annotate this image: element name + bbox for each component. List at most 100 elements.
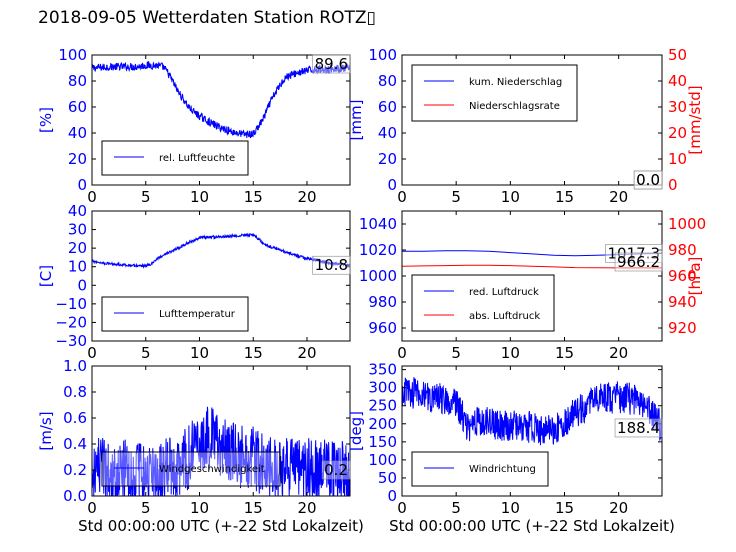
y-tick-label: 40 <box>378 124 397 142</box>
y-axis-label-right: [mm/std] <box>686 85 704 154</box>
current-value-label: 10.8 <box>315 256 348 274</box>
x-tick-label: 5 <box>141 344 151 362</box>
legend-label: Windrichtung <box>469 464 536 475</box>
x-tick-label: 15 <box>244 499 263 517</box>
series-line-humidity-0 <box>91 60 351 139</box>
x-tick-label: 20 <box>609 499 628 517</box>
y-tick-label: 0.2 <box>63 461 87 479</box>
current-value-box <box>614 418 663 438</box>
x-tick-label: 15 <box>555 499 574 517</box>
x-tick-label: 5 <box>141 499 151 517</box>
y-tick-label-right: 960 <box>668 267 697 285</box>
y-tick-label: 150 <box>368 433 397 451</box>
legend-box <box>101 451 281 487</box>
current-value-label: 89.6 <box>315 55 348 73</box>
legend-label: abs. Luftdruck <box>469 311 540 322</box>
current-value-box <box>312 54 351 74</box>
x-axis-label: Std 00:00:00 UTC (+-22 Std Lokalzeit) <box>389 517 675 535</box>
series-line-wind_speed-0 <box>91 406 351 497</box>
x-tick-label: 15 <box>555 188 574 206</box>
y-tick-label: 300 <box>368 379 397 397</box>
legend-label: red. Luftdruck <box>469 287 539 298</box>
x-tick-label: 15 <box>555 344 574 362</box>
y-tick-label: 0.8 <box>63 383 87 401</box>
y-tick-label: 350 <box>368 361 397 379</box>
current-value-label: 0.0 <box>636 171 660 189</box>
current-value-box <box>614 252 663 272</box>
y-tick-label-right: 20 <box>668 124 687 142</box>
y-tick-label: 50 <box>378 469 397 487</box>
x-tick-label: 0 <box>397 188 407 206</box>
y-axis-label: [mm] <box>347 100 365 141</box>
y-tick-label: 100 <box>368 451 397 469</box>
figure-title: 2018-09-05 Wetterdaten Station ROTZ▯ <box>38 8 376 28</box>
series-line-pressure-1 <box>401 264 662 269</box>
axes-frame <box>91 365 351 497</box>
y-axis-label: [%] <box>37 107 55 133</box>
x-tick-label: 15 <box>244 344 263 362</box>
panel-humidity: 0 5 10 15 20 0 20 40 60 80 100 [%] rel. Luftfeuchte 8… <box>37 46 351 206</box>
x-tick-label: 15 <box>244 188 263 206</box>
x-tick-label: 5 <box>141 188 151 206</box>
current-value-label: 0.0 <box>636 171 660 189</box>
y-tick-label-right: 920 <box>668 319 697 337</box>
x-tick-label: 10 <box>501 188 520 206</box>
legend-box <box>101 296 249 332</box>
legend-box <box>101 140 249 176</box>
x-tick-label: 0 <box>87 188 97 206</box>
panel-precipitation: 0 5 10 15 20 0 20 40 60 80 100 0 10 20 30 40 50 [mm] [mm/s… <box>347 46 704 206</box>
y-tick-label-right: 30 <box>668 98 687 116</box>
y-tick-label: 80 <box>378 72 397 90</box>
legend-label: Niederschlagsrate <box>469 101 560 112</box>
y-tick-label: 200 <box>368 415 397 433</box>
axes-frame <box>91 54 351 186</box>
current-value-label: 966.2 <box>617 253 660 271</box>
x-tick-label: 0 <box>87 344 97 362</box>
x-tick-label: 10 <box>190 188 209 206</box>
y-tick-label: 60 <box>68 98 87 116</box>
current-value-box <box>633 170 663 190</box>
y-tick-label: 0 <box>77 176 87 194</box>
y-axis-label: [C] <box>37 265 55 287</box>
y-tick-label: 0 <box>387 487 397 505</box>
x-tick-label: 10 <box>190 344 209 362</box>
x-axis-label: Std 00:00:00 UTC (+-22 Std Lokalzeit) <box>78 517 364 535</box>
series-line-wind_direction-0 <box>401 377 663 446</box>
y-tick-label-right: 10 <box>668 150 687 168</box>
legend-label: rel. Luftfeuchte <box>159 153 235 164</box>
y-tick-label: 0.0 <box>63 487 87 505</box>
x-tick-label: 5 <box>451 188 461 206</box>
panel-temperature: 0 5 10 15 20−30−20−10010203040[C]Lufttempera… <box>37 202 351 362</box>
y-tick-label: 960 <box>368 319 397 337</box>
y-axis-label-right: [hPa] <box>686 257 704 296</box>
y-tick-label: 20 <box>378 150 397 168</box>
y-tick-label: 20 <box>68 239 87 257</box>
y-tick-label: 0.6 <box>63 409 87 427</box>
x-tick-label: 20 <box>297 344 316 362</box>
current-value-box <box>321 460 351 480</box>
legend-box <box>411 451 549 487</box>
y-tick-label: 1000 <box>359 267 397 285</box>
y-tick-label-right: 940 <box>668 293 697 311</box>
y-tick-label: 100 <box>368 46 397 64</box>
y-tick-label-right: 980 <box>668 241 697 259</box>
y-tick-label: 0 <box>77 276 87 294</box>
y-tick-label: 1040 <box>359 215 397 233</box>
y-tick-label: 0.4 <box>63 435 87 453</box>
legend-box <box>411 64 578 122</box>
y-axis-label: [deg] <box>347 411 365 451</box>
x-tick-label: 20 <box>297 188 316 206</box>
legend-box <box>411 274 555 332</box>
x-tick-label: 20 <box>297 499 316 517</box>
y-tick-label: 30 <box>68 221 87 239</box>
y-tick-label: 40 <box>68 202 87 220</box>
panel-pressure: 0 5 10 15 20 960 980 1000 1020 1040 920 940 960 980 10… <box>359 210 706 362</box>
x-tick-label: 10 <box>190 499 209 517</box>
y-tick-label-right: 40 <box>668 72 687 90</box>
y-tick-label: 0 <box>387 176 397 194</box>
x-tick-label: 0 <box>397 499 407 517</box>
x-tick-label: 5 <box>451 344 461 362</box>
y-tick-label: 100 <box>58 46 87 64</box>
